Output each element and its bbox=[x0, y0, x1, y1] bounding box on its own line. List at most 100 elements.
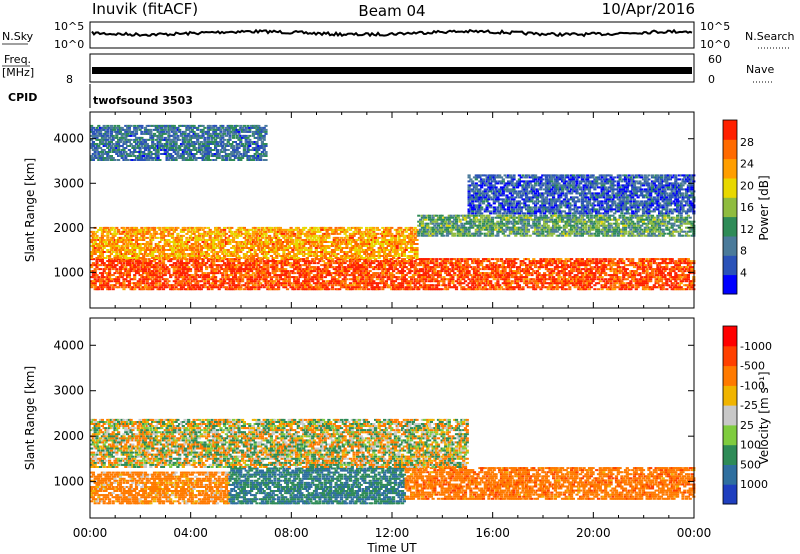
data-cell bbox=[233, 260, 237, 263]
data-cell bbox=[93, 241, 97, 243]
data-cell bbox=[129, 232, 133, 235]
data-cell bbox=[208, 230, 212, 233]
data-cell bbox=[277, 284, 281, 287]
data-cell bbox=[99, 226, 103, 229]
data-cell bbox=[205, 234, 209, 237]
data-cell bbox=[330, 272, 335, 275]
data-cell bbox=[321, 245, 326, 247]
data-cell bbox=[329, 262, 333, 265]
data-cell bbox=[212, 258, 216, 261]
data-cell bbox=[108, 245, 112, 247]
data-cell bbox=[318, 288, 322, 291]
data-cell bbox=[282, 274, 286, 277]
data-cell bbox=[561, 278, 565, 281]
data-cell bbox=[685, 274, 689, 277]
data-cell bbox=[634, 284, 638, 287]
data-cell bbox=[251, 230, 255, 233]
data-cell bbox=[622, 276, 626, 279]
data-cell bbox=[172, 266, 176, 269]
data-cell bbox=[296, 286, 300, 289]
data-cell bbox=[656, 266, 660, 269]
data-cell bbox=[305, 241, 309, 243]
data-cell bbox=[251, 262, 255, 265]
data-cell bbox=[309, 245, 313, 247]
data-cell bbox=[510, 262, 514, 265]
data-cell bbox=[368, 282, 372, 285]
data-cell bbox=[564, 272, 568, 275]
data-cell bbox=[134, 266, 139, 269]
data-cell bbox=[401, 284, 405, 287]
data-cell bbox=[136, 262, 140, 265]
data-cell bbox=[248, 241, 252, 243]
data-cell bbox=[192, 236, 196, 239]
data-cell bbox=[334, 288, 338, 291]
data-cell bbox=[683, 278, 687, 281]
data-cell bbox=[361, 272, 365, 275]
data-cell bbox=[129, 226, 133, 229]
data-cell bbox=[303, 280, 308, 283]
data-cell bbox=[278, 239, 282, 241]
data-cell bbox=[377, 276, 381, 279]
data-cell bbox=[688, 282, 692, 285]
data-cell bbox=[683, 262, 687, 265]
data-cell bbox=[210, 247, 214, 249]
data-cell bbox=[338, 274, 342, 277]
data-cell bbox=[93, 288, 97, 291]
data-cell bbox=[645, 268, 649, 271]
data-cell bbox=[235, 280, 239, 283]
data-cell bbox=[147, 260, 151, 263]
data-cell bbox=[329, 241, 333, 243]
data-cell bbox=[327, 266, 331, 269]
data-cell bbox=[332, 236, 336, 239]
data-cell bbox=[170, 284, 175, 287]
data-cell bbox=[102, 239, 106, 241]
data-cell bbox=[219, 280, 223, 283]
data-cell bbox=[431, 288, 435, 291]
data-cell bbox=[571, 264, 575, 267]
data-cell bbox=[649, 264, 653, 267]
data-cell bbox=[117, 257, 121, 259]
data-cell bbox=[271, 251, 275, 253]
data-cell bbox=[201, 286, 205, 289]
data-cell bbox=[383, 264, 387, 267]
data-cell bbox=[311, 226, 315, 229]
data-cell bbox=[131, 282, 135, 285]
data-cell bbox=[465, 270, 469, 273]
data-cell bbox=[163, 258, 167, 261]
data-cell bbox=[361, 282, 365, 285]
data-cell bbox=[345, 239, 349, 241]
data-cell bbox=[90, 282, 94, 285]
data-cell bbox=[158, 241, 162, 243]
data-cell bbox=[643, 288, 647, 291]
data-cell bbox=[127, 262, 131, 265]
data-cell bbox=[613, 258, 617, 261]
data-cell bbox=[449, 262, 453, 265]
data-cell bbox=[370, 288, 374, 291]
data-cell bbox=[142, 286, 146, 289]
data-cell bbox=[163, 280, 167, 283]
data-cell bbox=[109, 260, 113, 263]
data-cell bbox=[152, 232, 157, 235]
data-cell bbox=[275, 282, 279, 285]
data-cell bbox=[314, 282, 318, 285]
data-cell bbox=[595, 270, 599, 273]
data-cell bbox=[356, 276, 360, 279]
data-cell bbox=[224, 272, 228, 275]
data-cell bbox=[577, 272, 581, 275]
data-cell bbox=[108, 274, 112, 277]
data-cell bbox=[519, 280, 523, 283]
data-cell bbox=[616, 262, 620, 265]
data-cell bbox=[516, 286, 520, 289]
data-cell bbox=[199, 226, 203, 229]
data-cell bbox=[203, 234, 207, 237]
data-cell bbox=[264, 280, 268, 283]
data-cell bbox=[402, 266, 406, 269]
data-cell bbox=[352, 264, 356, 267]
data-cell bbox=[126, 276, 130, 279]
data-cell bbox=[99, 251, 103, 253]
data-cell bbox=[321, 241, 326, 243]
data-cell bbox=[129, 264, 133, 267]
data-cell bbox=[638, 274, 642, 277]
data-cell bbox=[528, 272, 532, 275]
data-cell bbox=[97, 249, 101, 251]
